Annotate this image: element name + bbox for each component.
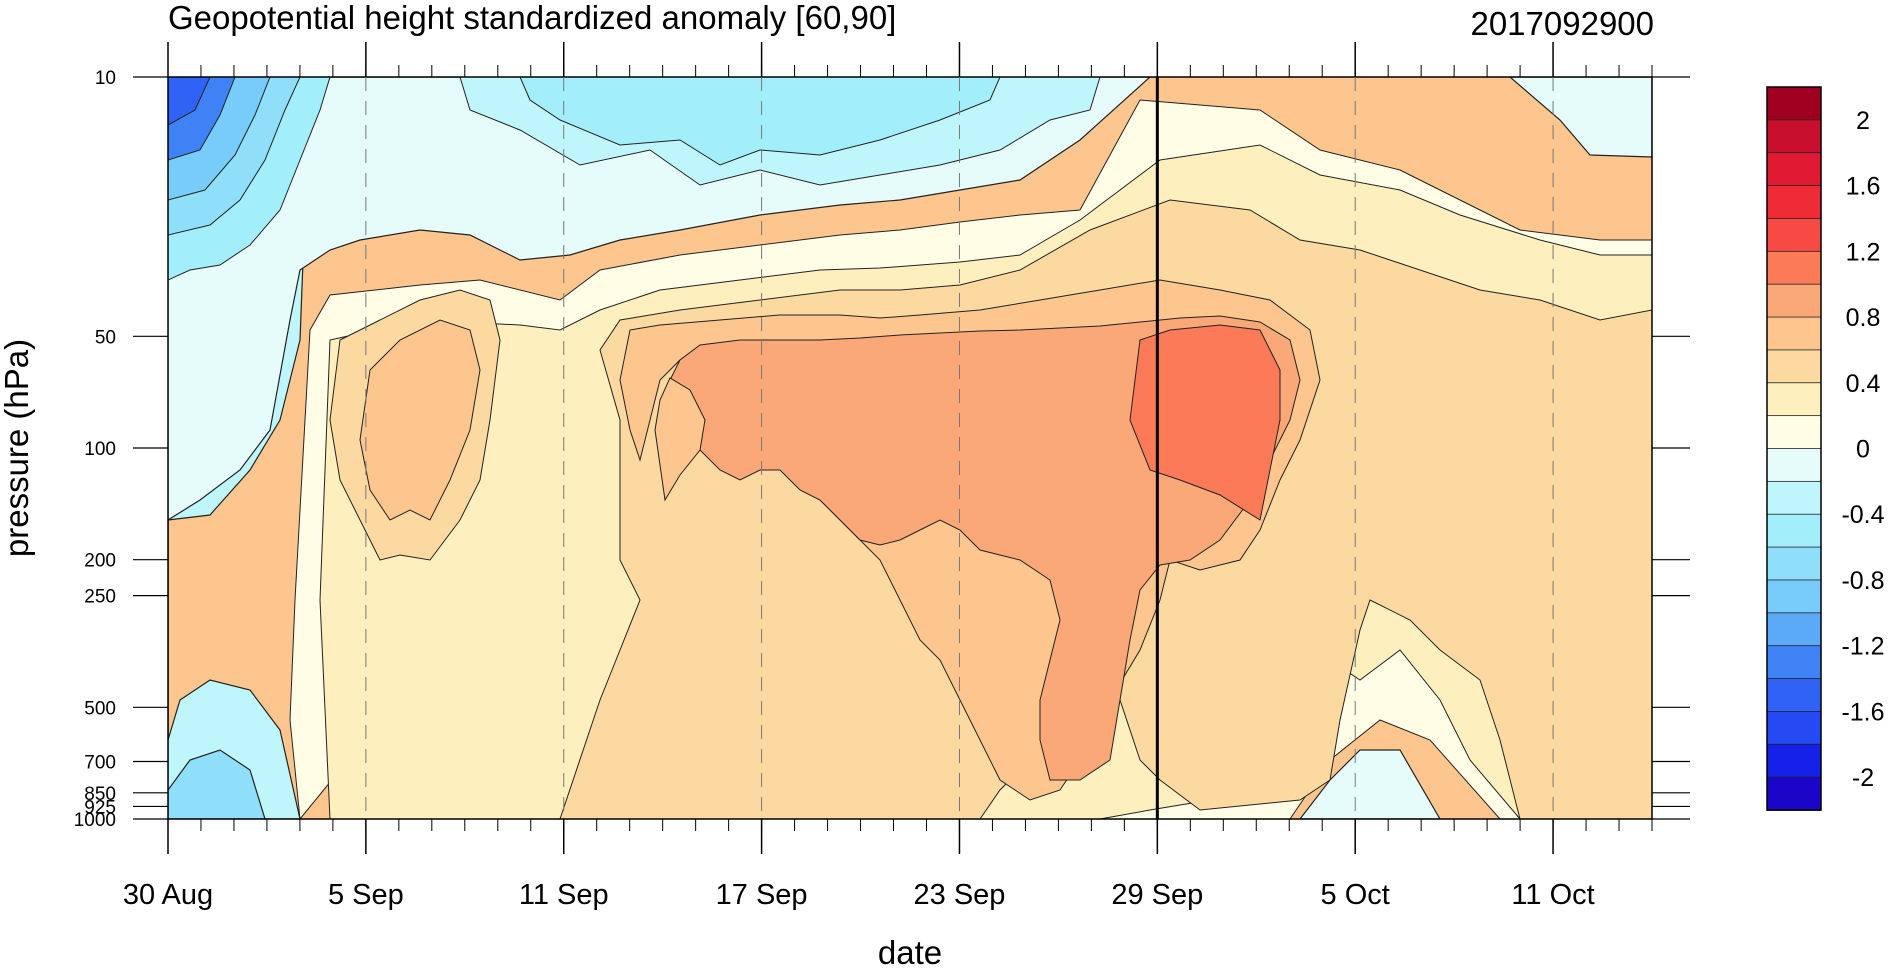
colorbar-swatch xyxy=(1766,448,1822,483)
colorbar-swatch xyxy=(1766,776,1822,811)
y-tick-label: 700 xyxy=(84,753,116,774)
colorbar-swatch xyxy=(1766,283,1822,318)
colorbar-label: -1.2 xyxy=(1841,633,1884,661)
region-strong-neg-5 xyxy=(168,77,211,126)
colorbar-label: 2 xyxy=(1856,107,1870,135)
colorbar-swatch xyxy=(1766,579,1822,614)
x-tick-label: 23 Sep xyxy=(914,879,1006,911)
colorbar-swatch xyxy=(1766,349,1822,384)
x-tick-label: 29 Sep xyxy=(1111,879,1203,911)
colorbar-label: -0.8 xyxy=(1841,567,1884,595)
colorbar-label: -2 xyxy=(1852,764,1874,792)
plot-area xyxy=(168,77,1652,819)
colorbar-swatch xyxy=(1766,185,1822,220)
y-tick-label: 100 xyxy=(84,439,116,460)
colorbar-swatch xyxy=(1766,678,1822,713)
x-tick-label: 5 Oct xyxy=(1321,879,1390,911)
colorbar-label: 1.2 xyxy=(1846,238,1881,266)
colorbar-swatch xyxy=(1766,86,1822,121)
y-axis-label: pressure (hPa) xyxy=(0,339,35,557)
colorbar-swatch xyxy=(1766,513,1822,548)
region-neg-top-right xyxy=(1509,77,1652,158)
colorbar-swatch xyxy=(1766,546,1822,581)
x-tick-label: 5 Sep xyxy=(328,879,404,911)
colorbar-label: 0.4 xyxy=(1846,370,1881,398)
colorbar-frame xyxy=(1766,86,1822,811)
y-tick-label: 925 xyxy=(84,797,116,818)
colorbar-swatch xyxy=(1766,382,1822,417)
region-pos-peak xyxy=(1129,324,1281,521)
colorbar-swatch xyxy=(1766,711,1822,746)
chart-title: Geopotential height standardized anomaly… xyxy=(168,0,896,36)
colorbar-swatch xyxy=(1766,645,1822,680)
x-axis-label: date xyxy=(878,934,942,969)
colorbar-swatch xyxy=(1766,612,1822,647)
x-tick-label: 30 Aug xyxy=(123,879,213,911)
colorbar-swatch xyxy=(1766,415,1822,450)
colorbar-swatch xyxy=(1766,480,1822,516)
region-neg-bottom-3 xyxy=(1299,749,1441,819)
x-tick-label: 11 Sep xyxy=(519,879,609,911)
colorbar-label: -1.6 xyxy=(1841,698,1884,726)
x-axis-ticks: 30 Aug 5 Sep 11 Sep 17 Sep 23 Sep 29 Sep 5 Oct… xyxy=(123,42,1595,911)
colorbar-label: 0 xyxy=(1856,436,1870,464)
y-tick-label: 10 xyxy=(95,68,116,89)
colorbar-swatch xyxy=(1766,152,1822,187)
colorbar: 2 1.6 1.2 0.8 0.4 0 -0.4 -0.8 -1.2 -1.6 -2 xyxy=(1766,86,1885,811)
y-tick-label: 500 xyxy=(84,698,116,719)
colorbar-label: 0.8 xyxy=(1846,304,1881,332)
y-tick-label: 1000 xyxy=(74,810,116,831)
region-pos-upper-left-core xyxy=(359,319,481,521)
colorbar-swatch xyxy=(1766,119,1822,154)
colorbar-swatch xyxy=(1766,743,1822,779)
colorbar-swatch xyxy=(1766,316,1822,351)
y-tick-label: 250 xyxy=(84,587,116,608)
y-tick-label: 200 xyxy=(84,551,116,572)
region-pos-spot xyxy=(654,377,706,502)
date-label: 2017092900 xyxy=(1470,5,1654,42)
colorbar-swatch xyxy=(1766,218,1822,253)
region-neg-upper-core xyxy=(519,77,1001,166)
colorbar-swatch xyxy=(1766,250,1822,286)
region-neg-lower-left-2 xyxy=(168,749,266,819)
colorbar-label: -0.4 xyxy=(1841,501,1884,529)
colorbar-label: 1.6 xyxy=(1846,173,1881,201)
y-tick-label: 850 xyxy=(84,784,116,805)
y-tick-label: 50 xyxy=(95,327,116,348)
x-tick-label: 17 Sep xyxy=(716,879,808,911)
x-tick-label: 11 Oct xyxy=(1511,879,1594,911)
